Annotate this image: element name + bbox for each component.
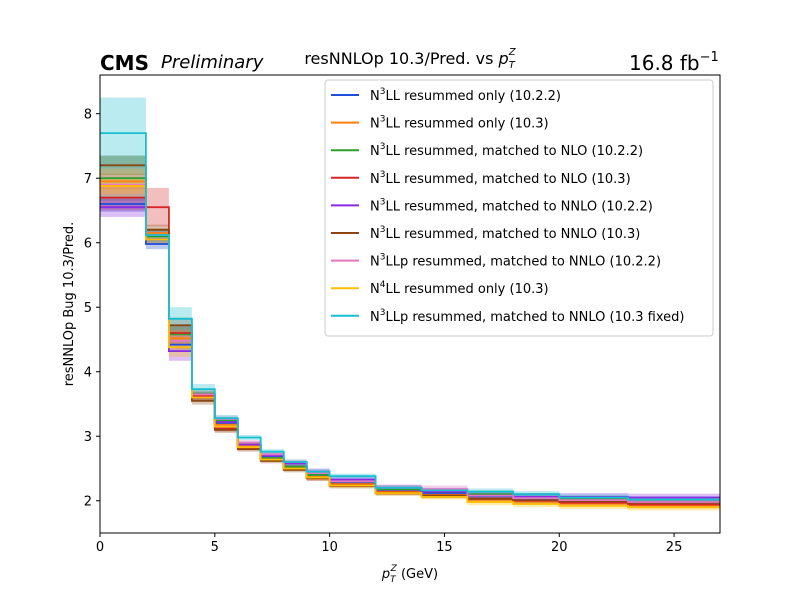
legend-entry-sup: 3 <box>380 170 386 180</box>
x-axis-label-sup: Z <box>390 564 398 574</box>
legend-entry-prefix: N <box>370 117 380 132</box>
y-tick-label: 4 <box>84 366 92 381</box>
chart-title-sym: p <box>498 49 509 68</box>
chart-title-sup: Z <box>508 47 517 58</box>
legend-entry: N3LL resummed, matched to NLO (10.2.2) <box>370 142 643 159</box>
lumi-value: 16.8 fb <box>629 51 700 75</box>
lumi-label: 16.8 fb−1 <box>629 50 719 75</box>
legend-entry-prefix: N <box>370 89 380 104</box>
x-axis-ticks: 0 5 10 15 20 25 <box>96 533 682 555</box>
legend-entry-sup: 3 <box>380 197 386 207</box>
legend-entry-rest: LL resummed, matched to NLO (10.3) <box>385 172 630 187</box>
legend-frame <box>324 79 714 337</box>
series-line <box>100 132 720 501</box>
x-tick-label: 0 <box>96 540 104 555</box>
x-tick-label: 25 <box>666 540 683 555</box>
lumi-exponent: −1 <box>700 50 719 65</box>
legend-entry-rest: LL resummed only (10.3) <box>385 282 548 297</box>
y-axis-ticks: 2 3 4 5 6 7 8 <box>84 108 100 510</box>
series-lines <box>100 132 720 509</box>
legend-entry-sup: 3 <box>380 142 386 152</box>
x-tick-label: 20 <box>551 540 568 555</box>
legend-entry-prefix: N <box>370 310 380 325</box>
legend-entry-rest: LL resummed only (10.2.2) <box>385 89 561 104</box>
x-axis-label-sym: p <box>381 567 390 582</box>
x-tick-label: 15 <box>436 540 453 555</box>
y-tick-label: 3 <box>84 430 92 445</box>
legend-entry: N3LL resummed only (10.2.2) <box>370 87 561 104</box>
legend-entry-prefix: N <box>370 255 380 270</box>
legend-entry-sup: 4 <box>380 280 386 290</box>
chart-title-text: resNNLOp 10.3/Pred. vs <box>304 49 498 68</box>
legend-entry: N3LL resummed, matched to NLO (10.3) <box>370 170 631 187</box>
legend: N3LL resummed only (10.2.2)N3LL resummed… <box>324 79 714 337</box>
legend-entry-rest: LL resummed only (10.3) <box>385 117 548 132</box>
chart-title: resNNLOp 10.3/Pred. vs pTZ <box>304 47 516 71</box>
x-tick-label: 10 <box>321 540 338 555</box>
legend-entry-sup: 3 <box>380 87 386 97</box>
legend-entry-rest: LLp resummed, matched to NNLO (10.3 fixe… <box>385 310 684 325</box>
y-tick-label: 6 <box>84 237 92 252</box>
legend-entry-prefix: N <box>370 199 380 214</box>
legend-entry: N3LL resummed only (10.3) <box>370 115 549 132</box>
legend-entry: N4LL resummed only (10.3) <box>370 280 549 297</box>
legend-entry-prefix: N <box>370 144 380 159</box>
legend-entry-rest: LLp resummed, matched to NNLO (10.2.2) <box>385 255 661 270</box>
y-tick-label: 8 <box>84 108 92 123</box>
y-tick-label: 7 <box>84 172 92 187</box>
cms-label: CMS <box>100 51 149 75</box>
legend-entry-sup: 3 <box>380 253 386 263</box>
legend-entry-rest: LL resummed, matched to NNLO (10.2.2) <box>385 199 652 214</box>
chart-title-sub: T <box>509 60 516 71</box>
legend-entry: N3LL resummed, matched to NNLO (10.3) <box>370 225 640 242</box>
legend-entry: N3LL resummed, matched to NNLO (10.2.2) <box>370 197 653 214</box>
legend-entry: N3LLp resummed, matched to NNLO (10.2.2) <box>370 253 661 270</box>
legend-entry-prefix: N <box>370 227 380 242</box>
legend-entry-prefix: N <box>370 282 380 297</box>
legend-entry-sup: 3 <box>380 115 386 125</box>
y-tick-label: 5 <box>84 301 92 316</box>
x-axis-label-unit: (GeV) <box>397 567 438 582</box>
legend-entry-sup: 3 <box>380 308 386 318</box>
y-axis-label: resNNLOp Bug 10.3/Pred. <box>62 222 77 387</box>
legend-entry-prefix: N <box>370 172 380 187</box>
plot-frame <box>99 74 721 534</box>
legend-entry-rest: LL resummed, matched to NNLO (10.3) <box>385 227 640 242</box>
y-tick-label: 2 <box>84 495 92 510</box>
legend-entry-sup: 3 <box>380 225 386 235</box>
legend-entry: N3LLp resummed, matched to NNLO (10.3 fi… <box>370 308 684 325</box>
x-axis-label: pTZ (GeV) <box>381 564 438 585</box>
preliminary-label: Preliminary <box>161 52 264 73</box>
x-axis-label-sub: T <box>390 575 397 585</box>
x-tick-label: 5 <box>211 540 219 555</box>
legend-entry-rest: LL resummed, matched to NLO (10.2.2) <box>385 144 643 159</box>
